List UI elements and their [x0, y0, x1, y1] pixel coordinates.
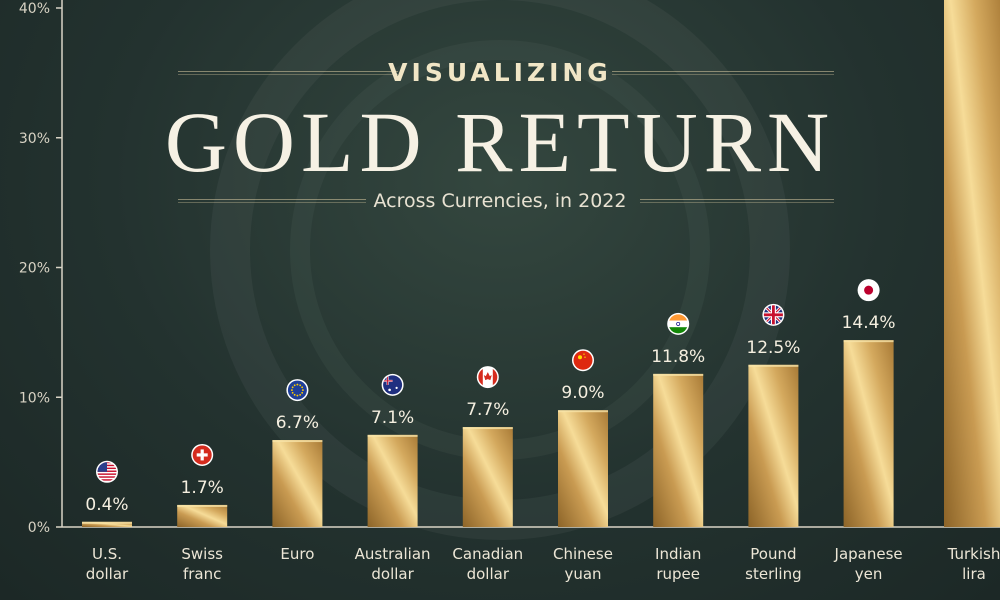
x-category-label-line: Euro	[280, 545, 315, 563]
y-tick-label: 20%	[19, 261, 50, 277]
data-label: 12.5%	[746, 338, 800, 358]
bar	[558, 410, 608, 527]
x-category-label-line: Pound	[750, 545, 797, 563]
canada-flag-icon	[476, 366, 499, 389]
y-tick-label: 40%	[19, 1, 50, 17]
eu-flag-icon	[286, 379, 309, 402]
bar-top-highlight	[462, 427, 513, 430]
y-tick-label: 0%	[28, 520, 50, 536]
x-category-label-line: franc	[182, 565, 222, 583]
x-category-label-line: yen	[854, 565, 883, 583]
x-category-label-line: Chinese	[553, 545, 613, 563]
data-label: 6.7%	[276, 413, 319, 433]
y-tick-label: 30%	[19, 131, 50, 147]
x-category-label-line: rupee	[656, 565, 701, 583]
guilloche-ring	[290, 40, 710, 460]
data-label: 9.0%	[561, 383, 604, 403]
bar	[748, 364, 799, 527]
china-flag-icon	[572, 349, 594, 372]
data-label: 7.1%	[371, 408, 414, 428]
x-category-label-line: Japanese	[834, 545, 903, 563]
x-category-label: Canadian dollar	[433, 544, 543, 584]
x-category-label-line: Indian	[655, 545, 702, 563]
bar	[653, 373, 704, 527]
us-flag-icon	[96, 460, 118, 483]
x-category-label: U.S. dollar	[52, 544, 162, 584]
australia-flag-icon	[381, 373, 404, 396]
x-category-label: Japanese yen	[814, 544, 924, 584]
x-category-label: Chinese yuan	[528, 544, 638, 584]
x-category-label-line: dollar	[85, 565, 129, 583]
x-category-label: Australian dollar	[338, 544, 448, 584]
data-label: 1.7%	[181, 478, 224, 498]
data-label: 7.7%	[466, 400, 509, 420]
x-category-label-line: Australian	[354, 545, 431, 563]
x-category-label: Swiss franc	[147, 544, 257, 584]
bar	[462, 427, 513, 527]
bar	[843, 340, 894, 527]
uk-flag-icon	[762, 303, 785, 326]
data-label: 11.8%	[651, 347, 705, 367]
x-category-label-line: Canadian	[452, 545, 524, 563]
india-flag-icon	[667, 312, 690, 335]
bar	[82, 521, 132, 527]
y-tick-label: 10%	[19, 390, 50, 406]
x-category-label: Pound sterling	[718, 544, 828, 584]
bar-top-highlight	[272, 440, 323, 443]
x-category-label-line: dollar	[371, 565, 414, 583]
japan-flag-icon	[857, 279, 880, 302]
x-category-label-line: U.S.	[91, 545, 123, 563]
bar	[177, 504, 228, 527]
bar-top-highlight	[843, 340, 894, 343]
x-category-label-line: sterling	[745, 565, 802, 583]
swiss-flag-icon	[191, 443, 214, 466]
data-label: 14.4%	[842, 313, 896, 333]
x-category-label-line: Turkish	[947, 545, 1000, 563]
bar-top-highlight	[558, 410, 608, 413]
bar-top-highlight	[177, 504, 228, 507]
bar	[367, 434, 418, 527]
bar-top-highlight	[367, 434, 418, 437]
x-category-label-line: dollar	[466, 565, 509, 583]
bar-top-highlight	[748, 364, 799, 367]
x-category-label: Turkish lira	[919, 544, 1000, 584]
x-category-label: Euro	[242, 544, 352, 564]
x-category-label-line: lira	[962, 565, 986, 583]
x-category-label-line: Swiss	[181, 545, 223, 563]
bar-top-highlight	[82, 521, 132, 524]
data-label: 0.4%	[85, 495, 128, 515]
bar-top-highlight	[653, 373, 704, 376]
x-category-label: Indian rupee	[623, 544, 733, 584]
x-category-label-line: yuan	[564, 565, 602, 583]
bar	[944, 0, 1000, 527]
bar	[272, 440, 323, 527]
